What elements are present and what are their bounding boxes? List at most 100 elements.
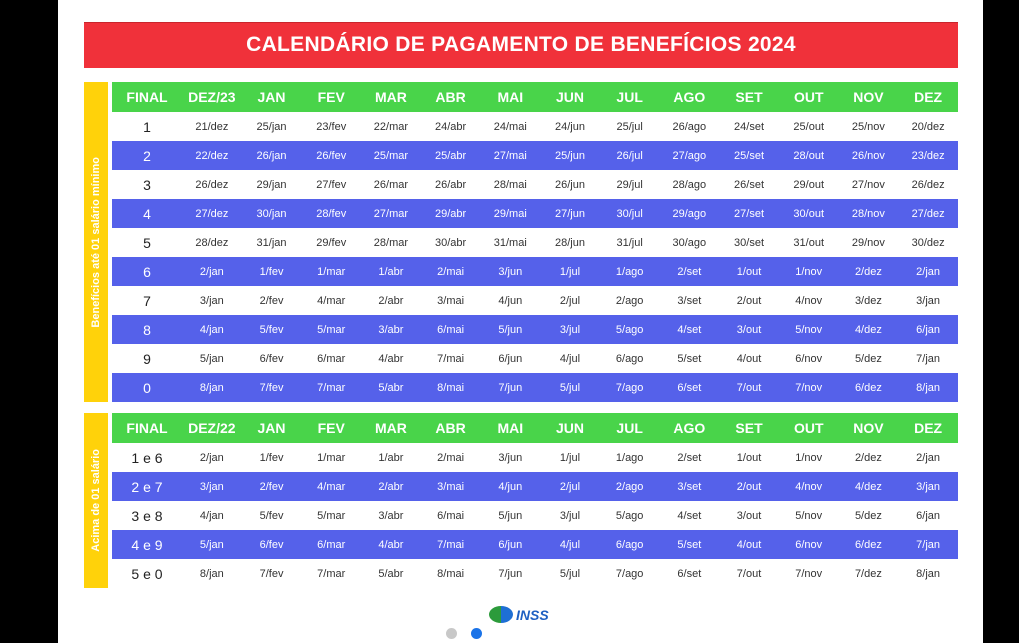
final-digit-cell: 8 — [143, 321, 151, 338]
payment-date-cell: 4/jan — [199, 323, 224, 336]
payment-date-cell: 21/dez — [195, 120, 229, 133]
column-header: DEZ — [914, 420, 943, 436]
payment-date-cell: 29/jul — [616, 178, 643, 191]
table-row: 3 e 8 4/jan 5/fev 5/mar 3/abr 6/mai 5/jun 3/jul… — [112, 501, 958, 530]
payment-date-cell: 27/ago — [672, 149, 707, 162]
payment-date-cell: 26/set — [734, 178, 765, 191]
payment-date-cell: 2/fev — [259, 294, 284, 307]
payment-date-cell: 30/jul — [616, 207, 643, 220]
payment-date-cell: 26/dez — [195, 178, 229, 191]
column-header: MAI — [497, 89, 524, 105]
payment-date-cell: 1/jul — [559, 265, 581, 278]
payment-date-cell: 6/mai — [437, 509, 465, 522]
payment-date-cell: 29/jan — [256, 178, 287, 191]
payment-date-cell: 23/fev — [316, 120, 347, 133]
payment-date-cell: 5/ago — [615, 323, 644, 336]
payment-date-cell: 5/abr — [378, 381, 404, 394]
payment-date-cell: 26/ago — [672, 120, 707, 133]
payment-date-cell: 3/out — [736, 323, 762, 336]
payment-date-cell: 2/fev — [259, 480, 284, 493]
payment-date-cell: 5/mar — [317, 323, 346, 336]
payment-date-cell: 27/jun — [554, 207, 585, 220]
column-header: MAI — [497, 420, 524, 436]
payment-date-cell: 5/abr — [378, 567, 404, 580]
logo-text: INSS — [516, 606, 549, 623]
payment-date-cell: 6/dez — [854, 381, 882, 394]
table-row: 5 e 0 8/jan 7/fev 7/mar 5/abr 8/mai 7/jun 5/jul… — [112, 559, 958, 588]
payment-date-cell: 6/jun — [498, 538, 523, 551]
payment-date-cell: 1/mar — [317, 451, 346, 464]
payment-date-cell: 2/ago — [615, 294, 644, 307]
payment-date-cell: 8/mai — [437, 381, 465, 394]
payment-date-cell: 6/jun — [498, 352, 523, 365]
final-digit-cell: 3 — [143, 176, 151, 193]
payment-date-cell: 26/nov — [851, 149, 885, 162]
column-header: AGO — [673, 89, 706, 105]
carousel-dot-active[interactable] — [471, 628, 482, 639]
side-label: Acima de 01 salário — [84, 413, 108, 588]
payment-date-cell: 7/mar — [317, 567, 346, 580]
column-header: NOV — [853, 420, 884, 436]
payment-date-cell: 30/set — [734, 236, 765, 249]
payment-date-cell: 4/abr — [378, 538, 404, 551]
payment-date-cell: 24/set — [734, 120, 765, 133]
payment-date-cell: 31/out — [793, 236, 825, 249]
payment-date-cell: 1/ago — [615, 265, 644, 278]
payment-date-cell: 5/jan — [199, 352, 224, 365]
payment-date-cell: 8/mai — [437, 567, 465, 580]
payment-date-cell: 3/jan — [916, 480, 941, 493]
payment-date-cell: 22/mar — [373, 120, 409, 133]
payment-date-cell: 1/out — [736, 451, 762, 464]
column-header: OUT — [793, 89, 824, 105]
payment-date-cell: 29/abr — [434, 207, 467, 220]
final-digit-cell: 5 — [143, 234, 151, 251]
payment-date-cell: 6/set — [677, 567, 702, 580]
carousel-dot[interactable] — [446, 628, 457, 639]
page-title: CALENDÁRIO DE PAGAMENTO DE BENEFÍCIOS 20… — [84, 22, 958, 68]
payment-date-cell: 24/mai — [493, 120, 527, 133]
payment-date-cell: 3/jun — [498, 265, 523, 278]
table-row: 4 e 9 5/jan 6/fev 6/mar 4/abr 7/mai 6/jun 4/jul… — [112, 530, 958, 559]
payment-date-cell: 2/out — [736, 480, 762, 493]
payment-date-cell: 3/jan — [199, 480, 224, 493]
payment-date-cell: 7/jun — [498, 381, 523, 394]
payment-date-cell: 4/nov — [795, 480, 823, 493]
table-row: 4 27/dez 30/jan 28/fev 27/mar 29/abr 29/mai 27/… — [112, 199, 958, 228]
payment-date-cell: 27/set — [734, 207, 765, 220]
side-label-text: Acima de 01 salário — [90, 449, 102, 552]
payment-date-cell: 3/set — [677, 294, 702, 307]
payment-date-cell: 6/mai — [437, 323, 465, 336]
carousel-dots — [446, 628, 482, 639]
column-header: FINAL — [126, 420, 168, 436]
payment-date-cell: 2/dez — [854, 451, 882, 464]
payment-date-cell: 25/nov — [851, 120, 885, 133]
payment-date-cell: 25/set — [734, 149, 765, 162]
payment-date-cell: 1/abr — [378, 265, 404, 278]
payment-date-cell: 5/nov — [795, 509, 823, 522]
payment-date-cell: 2/ago — [615, 480, 644, 493]
column-header: JAN — [257, 420, 286, 436]
table-row: 5 28/dez 31/jan 29/fev 28/mar 30/abr 31/mai 28/… — [112, 228, 958, 257]
payment-date-cell: 6/fev — [259, 538, 284, 551]
column-header: FEV — [317, 89, 345, 105]
table-row: 0 8/jan 7/fev 7/mar 5/abr 8/mai 7/jun 5/jul 7/ag… — [112, 373, 958, 402]
payment-date-cell: 4/jul — [559, 538, 581, 551]
side-label: Benefícios até 01 salário mínimo — [84, 82, 108, 402]
payment-date-cell: 6/jan — [916, 509, 941, 522]
payment-date-cell: 3/jan — [199, 294, 224, 307]
calendar-card: CALENDÁRIO DE PAGAMENTO DE BENEFÍCIOS 20… — [58, 0, 983, 643]
payment-date-cell: 5/jan — [199, 538, 224, 551]
table-header-row: FINAL DEZ/23 JAN FEV MAR ABR MAI JUN JUL AGO SET OU… — [112, 82, 958, 112]
payment-date-cell: 4/set — [677, 509, 702, 522]
column-header: DEZ/23 — [188, 89, 236, 105]
payment-date-cell: 8/jan — [199, 567, 224, 580]
column-header: ABR — [435, 420, 466, 436]
payment-date-cell: 29/out — [793, 178, 825, 191]
payment-date-cell: 2/jan — [199, 265, 224, 278]
payment-date-cell: 4/abr — [378, 352, 404, 365]
payment-date-cell: 3/abr — [378, 509, 404, 522]
payment-date-cell: 6/dez — [854, 538, 882, 551]
payment-date-cell: 27/mai — [493, 149, 527, 162]
side-label-text: Benefícios até 01 salário mínimo — [90, 156, 102, 328]
payment-date-cell: 31/jul — [616, 236, 643, 249]
